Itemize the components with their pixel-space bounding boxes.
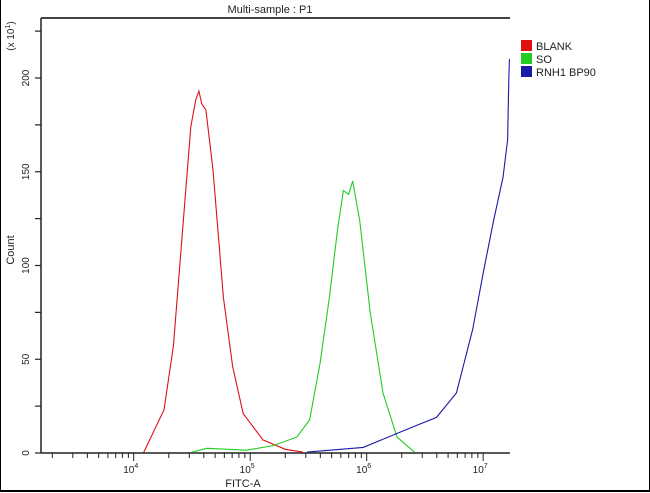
y-tick-label: 200 (21, 69, 32, 86)
x-tick-exp: 6 (367, 463, 371, 470)
data-point (201, 103, 203, 105)
y-tick-label: 50 (21, 353, 32, 365)
data-point (502, 176, 504, 178)
data-point (507, 139, 508, 141)
data-point (412, 426, 414, 428)
x-tick-exp: 4 (134, 463, 138, 470)
x-tick-base: 10 (356, 465, 368, 476)
data-point (223, 296, 224, 298)
data-point (396, 436, 398, 438)
data-point (362, 446, 364, 448)
data-point (359, 220, 361, 221)
data-point (436, 416, 437, 418)
data-point (309, 419, 310, 421)
data-point (414, 451, 415, 453)
data-point (246, 449, 248, 451)
data-point (306, 451, 308, 453)
data-point (302, 451, 304, 453)
x-tick-label: 106 (356, 463, 371, 476)
x-axis-label: FITC-A (225, 478, 261, 490)
data-point (172, 345, 174, 347)
y-multiplier-exp: 1 (5, 25, 12, 29)
series-line-rnh1-bp90 (307, 59, 510, 453)
data-point (198, 90, 200, 92)
data-point (191, 451, 193, 453)
x-tick-label: 104 (123, 463, 138, 476)
data-point (212, 169, 214, 171)
data-point (262, 439, 264, 441)
x-tick-exp: 5 (251, 463, 255, 470)
legend-label: RNH1 BP90 (536, 67, 596, 79)
y-tick-label: 150 (21, 163, 32, 180)
data-point (337, 229, 338, 231)
data-point (242, 413, 244, 415)
y-multiplier: (x 101) (5, 21, 17, 50)
y-axis-label: Count (5, 235, 17, 264)
data-point (296, 436, 298, 438)
data-point (163, 409, 165, 411)
data-point (319, 362, 321, 364)
chart-title: Multi-sample : P1 (228, 4, 313, 16)
y-multiplier-close: ) (6, 21, 17, 24)
y-multiplier-base: (x 10 (6, 28, 17, 51)
data-point (369, 311, 371, 313)
legend-swatch (521, 66, 532, 77)
data-point (143, 451, 145, 453)
data-point (190, 126, 192, 128)
data-point (508, 79, 510, 81)
data-point (509, 58, 510, 60)
y-tick-label: 100 (21, 257, 32, 274)
data-point (205, 109, 207, 111)
legend-label: SO (536, 54, 552, 66)
x-tick-label: 105 (240, 463, 255, 476)
data-point (232, 366, 234, 368)
x-tick-exp: 7 (484, 463, 488, 470)
series-line-blank (143, 89, 303, 453)
x-tick-label: 107 (473, 463, 488, 476)
data-point (348, 193, 350, 195)
legend-swatch (521, 53, 532, 64)
data-point (472, 328, 474, 330)
data-point (182, 229, 184, 231)
data-point (328, 296, 330, 298)
data-point (352, 180, 354, 182)
data-point (382, 392, 384, 394)
x-tick-base: 10 (240, 465, 252, 476)
y-tick-label: 0 (21, 450, 32, 456)
legend-label: BLANK (536, 41, 573, 53)
x-tick-base: 10 (473, 465, 485, 476)
data-point (455, 392, 457, 394)
data-point (342, 190, 344, 191)
data-point (206, 447, 208, 449)
data-point (195, 100, 197, 101)
series-line-so (191, 180, 415, 453)
legend-swatch (521, 40, 532, 51)
data-point (273, 445, 274, 446)
data-point (284, 448, 286, 450)
x-tick-base: 10 (123, 465, 135, 476)
data-point (482, 272, 484, 274)
data-point (493, 220, 495, 221)
